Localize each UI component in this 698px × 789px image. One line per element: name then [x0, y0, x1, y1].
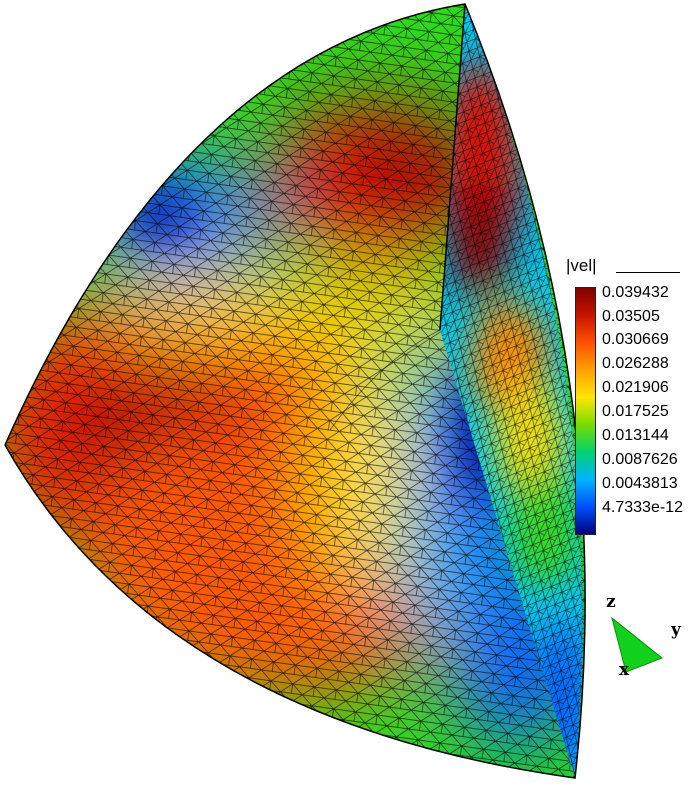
colorbar-tick-label: 4.7333e-12 [602, 499, 683, 516]
colorbar-tick-label: 0.03505 [602, 308, 660, 325]
legend-title-underline [616, 272, 680, 273]
colorbar-tick-label: 0.0043813 [602, 475, 678, 492]
legend-title: |vel| [566, 256, 597, 275]
colorbar-tick-label: 0.026288 [602, 355, 669, 372]
axis-label-y: y [671, 620, 681, 640]
axis-label-z: z [606, 592, 616, 612]
orientation-triangle-icon [611, 616, 663, 673]
colorbar-tick-label: 0.039432 [602, 284, 669, 301]
axis-label-x: x [619, 660, 630, 680]
colorbar-tick-label: 0.030669 [602, 331, 669, 348]
colorbar-tick-label: 0.017525 [602, 403, 669, 420]
colorbar [575, 287, 596, 535]
colorbar-tick-label: 0.0087626 [602, 451, 678, 468]
colorbar-tick-label: 0.021906 [602, 379, 669, 396]
colorbar-tick-label: 0.013144 [602, 427, 669, 444]
